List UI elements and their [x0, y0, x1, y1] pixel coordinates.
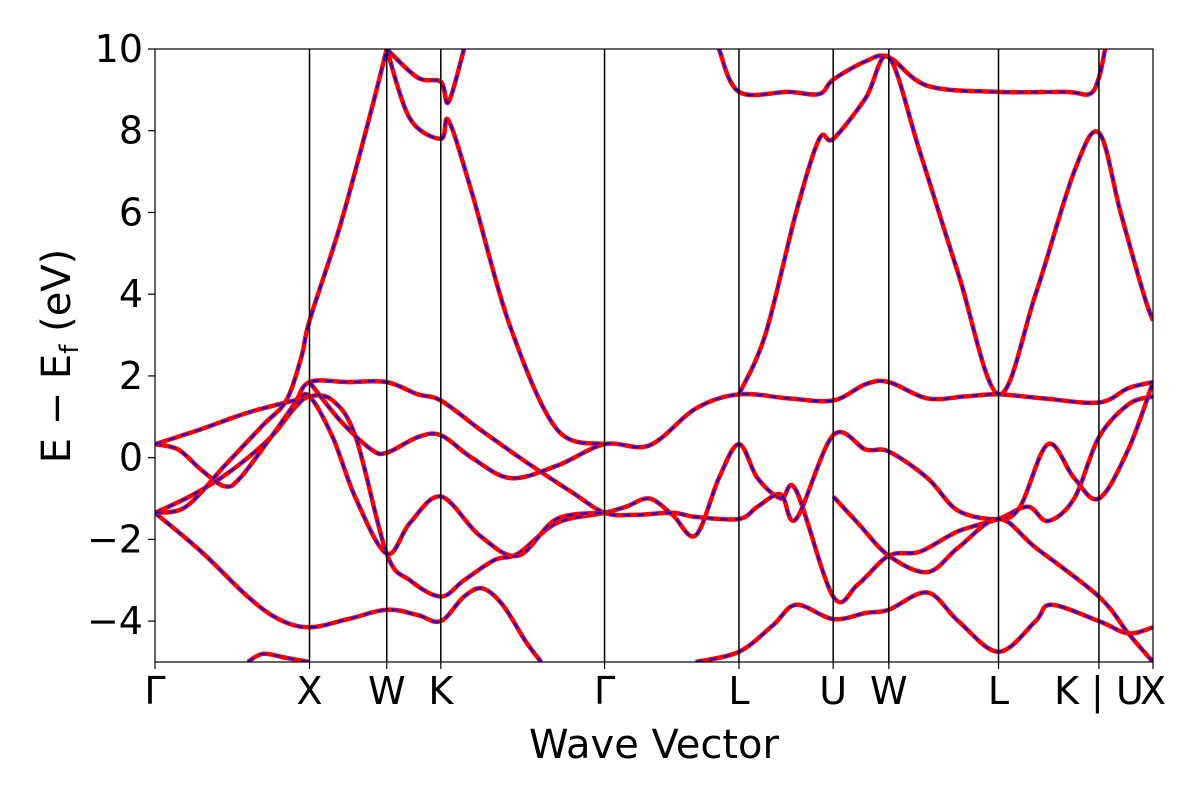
band-line-overlay-13 — [247, 652, 310, 662]
x-tick-label: K — [428, 669, 454, 713]
band-line-overlay-9 — [717, 49, 1107, 96]
x-tick-label: U — [819, 669, 847, 713]
y-axis-label-main: E − E — [34, 354, 80, 464]
band-line-13 — [246, 651, 310, 662]
y-tick-label: 8 — [119, 109, 143, 153]
band-line-1 — [155, 511, 543, 662]
x-axis-label: Wave Vector — [529, 722, 780, 768]
band-line-11 — [695, 590, 1153, 662]
y-tick-label: −4 — [87, 599, 143, 643]
band-line-12 — [831, 494, 1153, 662]
band-line-9 — [716, 49, 1108, 98]
band-line-overlay-5 — [155, 49, 388, 514]
band-line-overlay-12 — [832, 495, 1153, 662]
band-line-overlay-4 — [155, 393, 605, 558]
band-line-overlay-11 — [695, 591, 1153, 662]
y-tick-label: 0 — [119, 436, 143, 480]
x-tick-label: W — [368, 669, 406, 713]
x-tick-label: Γ — [594, 669, 615, 713]
band-line-2 — [155, 393, 1153, 605]
band-lines — [155, 49, 1153, 662]
y-axis-label-unit: (eV) — [34, 249, 80, 345]
y-tick-label: −2 — [87, 517, 143, 561]
band-line-5 — [155, 49, 389, 516]
x-tick-label: X — [1140, 669, 1166, 713]
high-symmetry-lines — [308, 49, 1100, 662]
y-tick-label: 10 — [95, 27, 143, 71]
y-tick-label: 4 — [119, 272, 143, 316]
x-tick-label: L — [988, 669, 1009, 713]
y-tick-label: 2 — [119, 354, 143, 398]
band-line-10 — [736, 53, 1153, 397]
x-tick-label: X — [296, 669, 322, 713]
x-tick-label: W — [870, 669, 908, 713]
band-line-overlay-10 — [738, 54, 1153, 396]
x-tick-label: L — [728, 669, 749, 713]
band-line-overlay-8 — [386, 49, 465, 104]
plot-frame — [154, 48, 1154, 663]
band-line-7 — [384, 49, 606, 447]
band-line-overlay-1 — [155, 512, 542, 662]
band-line-overlay-3 — [155, 379, 1153, 522]
y-tick-label: 6 — [119, 190, 143, 234]
y-axis-ticks: −4 −2 0 2 4 6 8 10 — [87, 27, 155, 643]
band-line-overlay-7 — [385, 49, 605, 446]
x-tick-label: Γ — [144, 669, 165, 713]
y-axis-label-sub: f — [55, 344, 85, 354]
y-axis-label: E − Ef (eV) — [34, 249, 85, 464]
x-tick-label: K | U — [1054, 669, 1144, 714]
